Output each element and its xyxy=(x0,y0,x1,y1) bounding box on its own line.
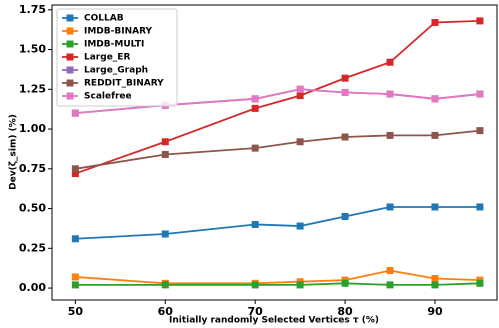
x-tick-label: 90 xyxy=(427,305,443,318)
marker xyxy=(71,109,79,117)
marker xyxy=(296,281,304,289)
y-tick-label: 1.75 xyxy=(19,3,46,16)
marker xyxy=(476,90,484,98)
marker xyxy=(161,281,169,289)
legend-marker xyxy=(66,66,74,74)
legend-label: COLLAB xyxy=(84,14,124,24)
marker xyxy=(251,95,259,103)
series-line xyxy=(75,88,481,115)
y-tick-label: 1.50 xyxy=(19,43,46,56)
legend-frame xyxy=(56,8,178,107)
marker xyxy=(476,17,484,25)
marker xyxy=(386,131,394,139)
series xyxy=(71,267,484,287)
marker xyxy=(341,213,349,221)
x-tick-label: 70 xyxy=(248,305,264,318)
marker xyxy=(386,281,394,289)
legend-marker xyxy=(66,79,74,87)
marker xyxy=(251,144,259,152)
marker xyxy=(476,127,484,135)
series xyxy=(71,279,484,289)
legend: COLLAB IMDB-BINARY IMDB-MULTI Large_ER Large… xyxy=(56,8,178,107)
legend-label: IMDB-BINARY xyxy=(84,27,153,37)
series xyxy=(71,127,484,173)
y-tick-label: 1.00 xyxy=(19,122,46,135)
marker xyxy=(71,235,79,243)
marker xyxy=(251,104,259,112)
legend-marker xyxy=(66,40,74,48)
marker xyxy=(71,281,79,289)
series xyxy=(71,17,484,178)
marker xyxy=(431,275,439,283)
series-line xyxy=(75,269,480,285)
marker xyxy=(386,203,394,211)
legend-marker xyxy=(66,53,74,61)
x-tick-label: 60 xyxy=(158,305,174,318)
legend-marker xyxy=(66,14,74,22)
marker xyxy=(251,220,259,228)
series-line xyxy=(75,129,481,170)
legend-label: Large_Graph xyxy=(84,66,148,76)
y-tick-label: 0.00 xyxy=(19,281,46,294)
x-axis-label: Initially randomly Selected Vertices τ (… xyxy=(169,316,379,326)
marker xyxy=(341,74,349,82)
marker xyxy=(296,85,304,93)
marker xyxy=(431,281,439,289)
marker xyxy=(296,138,304,146)
marker xyxy=(476,203,484,211)
y-tick-label: 0.50 xyxy=(19,202,46,215)
y-tick-label: 1.25 xyxy=(19,82,46,95)
marker xyxy=(161,150,169,158)
marker xyxy=(71,273,79,281)
y-axis-label: Dev(ζ_sim) (%) xyxy=(9,114,19,190)
legend-marker xyxy=(66,27,74,35)
marker xyxy=(386,90,394,98)
legend-marker xyxy=(66,92,74,100)
series xyxy=(71,203,484,243)
legend-label: IMDB-MULTI xyxy=(84,40,144,50)
marker xyxy=(386,58,394,66)
legend-label: Large_ER xyxy=(84,53,130,63)
y-tick-label: 0.25 xyxy=(19,241,46,254)
x-tick-label: 80 xyxy=(337,305,353,318)
marker xyxy=(341,279,349,287)
series-line xyxy=(75,20,480,175)
series-line xyxy=(75,206,480,240)
marker xyxy=(71,170,79,178)
marker xyxy=(296,222,304,230)
x-tick-label: 50 xyxy=(68,305,84,318)
plot-frame xyxy=(51,4,498,301)
marker xyxy=(71,165,79,173)
marker xyxy=(476,279,484,287)
marker xyxy=(296,92,304,100)
legend-label: REDDIT_BINARY xyxy=(84,79,164,89)
marker xyxy=(431,95,439,103)
marker xyxy=(341,133,349,141)
y-tick-label: 0.75 xyxy=(19,162,46,175)
marker xyxy=(431,203,439,211)
marker xyxy=(431,131,439,139)
marker xyxy=(431,18,439,26)
legend-label: Scalefree xyxy=(84,92,132,102)
series-line xyxy=(75,282,480,286)
marker xyxy=(251,281,259,289)
marker xyxy=(386,267,394,275)
marker xyxy=(161,230,169,238)
marker xyxy=(341,88,349,96)
marker xyxy=(161,138,169,146)
